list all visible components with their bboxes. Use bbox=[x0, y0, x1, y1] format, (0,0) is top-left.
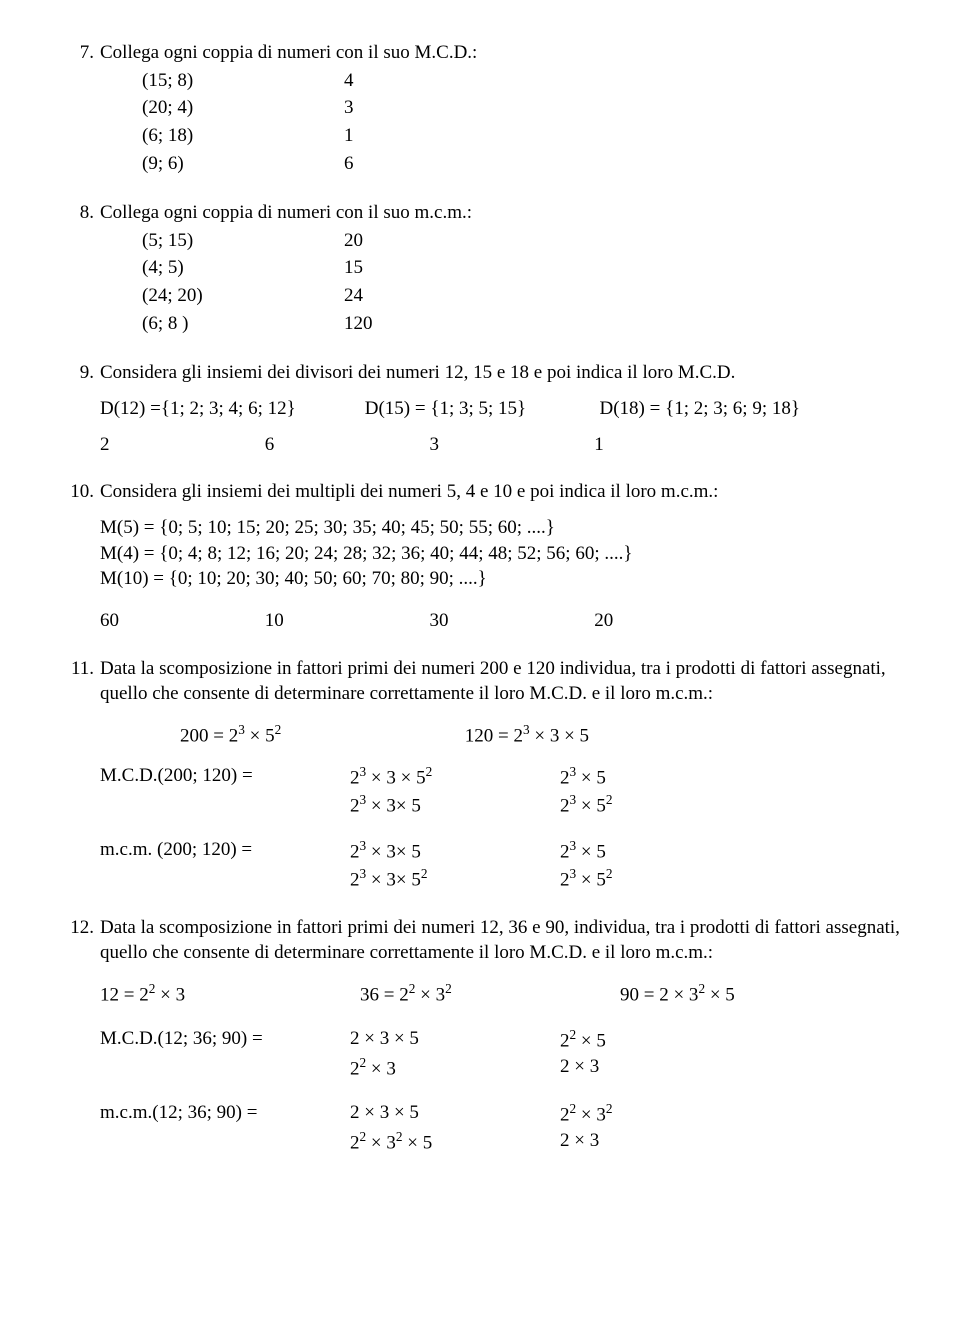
exercise-number: 11. bbox=[60, 656, 100, 707]
mcd-option: 2 × 3 bbox=[560, 1054, 740, 1082]
factor-36: 36 = 22 × 32 bbox=[360, 980, 620, 1008]
exercise-12: 12. Data la scomposizione in fattori pri… bbox=[60, 915, 900, 1156]
factor-12: 12 = 22 × 3 bbox=[100, 980, 360, 1008]
pair-cell: (24; 20) bbox=[142, 283, 342, 309]
factorization-row: 12 = 22 × 3 36 = 22 × 32 90 = 2 × 32 × 5 bbox=[100, 980, 900, 1008]
option: 60 bbox=[100, 608, 260, 634]
option: 10 bbox=[265, 608, 425, 634]
value-cell: 20 bbox=[344, 228, 404, 254]
mcm-option: 23 × 52 bbox=[560, 865, 740, 893]
exercise-title: Collega ogni coppia di numeri con il suo… bbox=[100, 40, 900, 66]
exercise-title: Considera gli insiemi dei divisori dei n… bbox=[100, 360, 900, 386]
exercise-number: 9. bbox=[60, 360, 100, 386]
mcd-option: 22 × 3 bbox=[350, 1054, 560, 1082]
table-row: (20; 4)3 bbox=[142, 95, 404, 121]
mcd-option: 23 × 3× 5 bbox=[350, 791, 560, 819]
pair-cell: (15; 8) bbox=[142, 68, 342, 94]
pair-table: (5; 15)20 (4; 5)15 (24; 20)24 (6; 8 )120 bbox=[100, 226, 406, 339]
mcm-label: m.c.m.(12; 36; 90) = bbox=[100, 1100, 350, 1128]
mcd-option: 23 × 3 × 52 bbox=[350, 763, 560, 791]
option: 1 bbox=[594, 432, 754, 458]
exercise-title: Collega ogni coppia di numeri con il suo… bbox=[100, 200, 900, 226]
option: 2 bbox=[100, 432, 260, 458]
pair-table: (15; 8)4 (20; 4)3 (6; 18)1 (9; 6)6 bbox=[100, 66, 406, 179]
exercise-number: 8. bbox=[60, 200, 100, 226]
value-cell: 4 bbox=[344, 68, 404, 94]
pair-cell: (6; 18) bbox=[142, 123, 342, 149]
mcd-option: 23 × 5 bbox=[560, 763, 740, 791]
options-row: 2 6 3 1 bbox=[100, 432, 900, 458]
mcm-label: m.c.m. (200; 120) = bbox=[100, 837, 350, 865]
pair-cell: (6; 8 ) bbox=[142, 311, 342, 337]
option: 6 bbox=[265, 432, 425, 458]
exercise-10: 10. Considera gli insiemi dei multipli d… bbox=[60, 479, 900, 633]
pair-cell: (20; 4) bbox=[142, 95, 342, 121]
mcd-block: M.C.D.(200; 120) = 23 × 3 × 52 23 × 5 23… bbox=[100, 763, 900, 819]
value-cell: 6 bbox=[344, 151, 404, 177]
exercise-title: Data la scomposizione in fattori primi d… bbox=[100, 915, 900, 966]
d18-set: D(18) = {1; 2; 3; 6; 9; 18} bbox=[600, 396, 800, 422]
value-cell: 120 bbox=[344, 311, 404, 337]
exercise-title: Data la scomposizione in fattori primi d… bbox=[100, 656, 900, 707]
m10-set: M(10) = {0; 10; 20; 30; 40; 50; 60; 70; … bbox=[100, 566, 900, 592]
m5-set: M(5) = {0; 5; 10; 15; 20; 25; 30; 35; 40… bbox=[100, 515, 900, 541]
mcm-option: 23 × 3× 5 bbox=[350, 837, 560, 865]
table-row: (9; 6)6 bbox=[142, 151, 404, 177]
pair-cell: (9; 6) bbox=[142, 151, 342, 177]
mcm-option: 2 × 3 × 5 bbox=[350, 1100, 560, 1128]
table-row: (6; 18)1 bbox=[142, 123, 404, 149]
pair-cell: (5; 15) bbox=[142, 228, 342, 254]
option: 3 bbox=[430, 432, 590, 458]
divisor-sets-row: D(12) ={1; 2; 3; 4; 6; 12} D(15) = {1; 3… bbox=[100, 396, 900, 422]
d15-set: D(15) = {1; 3; 5; 15} bbox=[365, 396, 595, 422]
mcd-block: M.C.D.(12; 36; 90) = 2 × 3 × 5 22 × 5 22… bbox=[100, 1026, 900, 1082]
mcd-option: 23 × 52 bbox=[560, 791, 740, 819]
m4-set: M(4) = {0; 4; 8; 12; 16; 20; 24; 28; 32;… bbox=[100, 541, 900, 567]
exercise-9: 9. Considera gli insiemi dei divisori de… bbox=[60, 360, 900, 457]
options-row: 60 10 30 20 bbox=[100, 608, 900, 634]
value-cell: 15 bbox=[344, 255, 404, 281]
table-row: (6; 8 )120 bbox=[142, 311, 404, 337]
table-row: (24; 20)24 bbox=[142, 283, 404, 309]
exercise-8: 8. Collega ogni coppia di numeri con il … bbox=[60, 200, 900, 338]
d12-set: D(12) ={1; 2; 3; 4; 6; 12} bbox=[100, 396, 360, 422]
value-cell: 24 bbox=[344, 283, 404, 309]
exercise-7: 7. Collega ogni coppia di numeri con il … bbox=[60, 40, 900, 178]
mcm-option: 23 × 5 bbox=[560, 837, 740, 865]
table-row: (4; 5)15 bbox=[142, 255, 404, 281]
mcd-option: 22 × 5 bbox=[560, 1026, 740, 1054]
mcd-label: M.C.D.(200; 120) = bbox=[100, 763, 350, 791]
mcm-option: 22 × 32 × 5 bbox=[350, 1128, 560, 1156]
exercise-11: 11. Data la scomposizione in fattori pri… bbox=[60, 656, 900, 893]
pair-cell: (4; 5) bbox=[142, 255, 342, 281]
mcm-option: 2 × 3 bbox=[560, 1128, 740, 1156]
exercise-title: Considera gli insiemi dei multipli dei n… bbox=[100, 479, 900, 505]
table-row: (15; 8)4 bbox=[142, 68, 404, 94]
factor-120: 120 = 23 × 3 × 5 bbox=[465, 721, 589, 749]
mcm-block: m.c.m. (200; 120) = 23 × 3× 5 23 × 5 23 … bbox=[100, 837, 900, 893]
option: 20 bbox=[594, 608, 754, 634]
exercise-number: 10. bbox=[60, 479, 100, 505]
table-row: (5; 15)20 bbox=[142, 228, 404, 254]
factorization-row: 200 = 23 × 52 120 = 23 × 3 × 5 bbox=[180, 721, 900, 749]
value-cell: 3 bbox=[344, 95, 404, 121]
value-cell: 1 bbox=[344, 123, 404, 149]
option: 30 bbox=[430, 608, 590, 634]
factor-200: 200 = 23 × 52 bbox=[180, 721, 460, 749]
mcm-option: 23 × 3× 52 bbox=[350, 865, 560, 893]
mcd-option: 2 × 3 × 5 bbox=[350, 1026, 560, 1054]
mcd-label: M.C.D.(12; 36; 90) = bbox=[100, 1026, 350, 1054]
factor-90: 90 = 2 × 32 × 5 bbox=[620, 980, 880, 1008]
mcm-block: m.c.m.(12; 36; 90) = 2 × 3 × 5 22 × 32 2… bbox=[100, 1100, 900, 1156]
mcm-option: 22 × 32 bbox=[560, 1100, 740, 1128]
exercise-number: 12. bbox=[60, 915, 100, 966]
exercise-number: 7. bbox=[60, 40, 100, 66]
